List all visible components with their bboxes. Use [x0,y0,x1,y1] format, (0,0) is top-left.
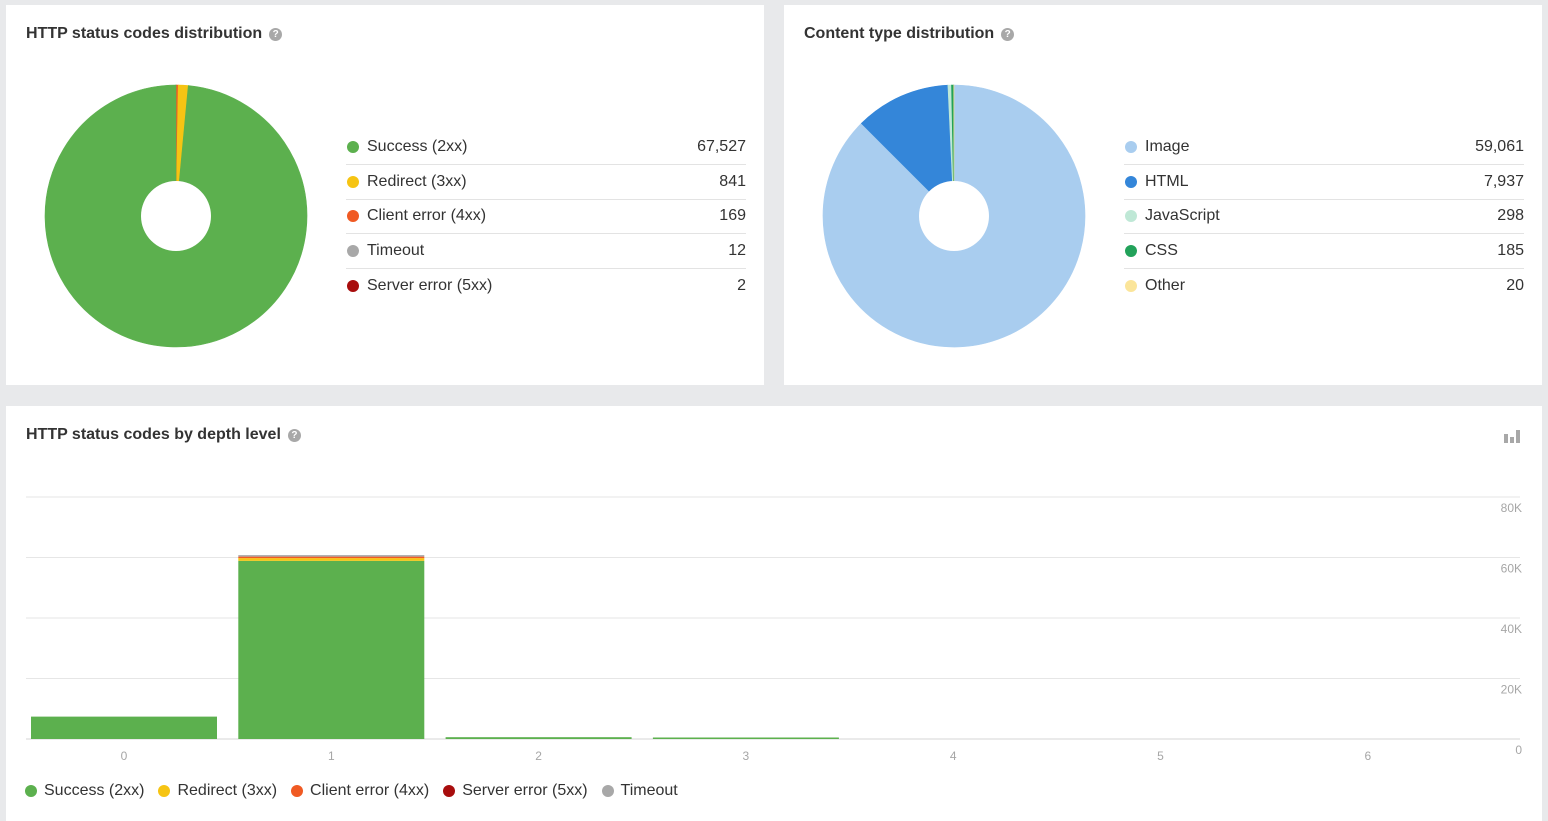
legend-label: Success (2xx) [367,137,468,155]
bar-success-2xx-depth-0[interactable] [31,716,217,739]
x-tick-label: 3 [743,749,750,763]
legend-label: Redirect (3xx) [177,782,278,799]
legend-item-redirect-3xx[interactable]: Redirect (3xx) [158,782,277,800]
content-type-distribution-card: Content type distribution ? Image 59,061 H… [784,5,1542,385]
card-title-text: HTTP status codes distribution [26,25,263,42]
legend-dot-icon [443,785,456,797]
legend-label: Timeout [367,242,425,260]
legend-label: JavaScript [1145,207,1220,225]
legend-dot-icon [347,140,359,153]
legend-dot-icon [601,785,614,797]
legend-label: Image [1145,137,1190,155]
help-icon[interactable]: ? [1001,27,1015,41]
legend-label: Timeout [620,782,678,799]
legend-label: Redirect (3xx) [367,172,467,190]
legend-row-javascript[interactable]: JavaScript 298 [1124,200,1524,235]
legend-label: Client error (4xx) [310,782,430,799]
legend-label: CSS [1145,242,1178,260]
legend-dot-icon [1125,175,1137,188]
legend-value: 841 [719,172,746,190]
content-type-pie-chart[interactable] [822,84,1086,348]
legend-row-other[interactable]: Other 20 [1124,269,1524,304]
legend-label: HTML [1145,172,1189,190]
legend-dot-icon [347,175,359,188]
legend-row-image[interactable]: Image 59,061 [1124,130,1524,165]
legend-value: 185 [1497,242,1524,260]
legend-label: Other [1145,277,1186,295]
legend-dot-icon [347,280,359,293]
legend-dot-icon [1125,140,1137,153]
pie-slice-image[interactable] [822,84,1086,348]
legend-dot-icon [1125,280,1137,293]
bar-timeout-depth-1[interactable] [238,555,425,557]
x-tick-label: 4 [950,749,957,763]
legend-row-server-error-5xx[interactable]: Server error (5xx) 2 [346,269,746,304]
legend-item-server-error-5xx[interactable]: Server error (5xx) [443,782,588,800]
legend-item-success-2xx[interactable]: Success (2xx) [25,782,144,800]
content-type-legend: Image 59,061 HTML 7,937 JavaScript 298 CSS 185 O… [1124,130,1524,304]
legend-value: 298 [1497,207,1524,225]
legend-row-success-2xx[interactable]: Success (2xx) 67,527 [346,130,746,165]
x-tick-label: 2 [535,749,542,763]
legend-value: 59,061 [1475,137,1524,155]
legend-row-client-error-4xx[interactable]: Client error (4xx) 169 [346,200,746,235]
content-type-distribution-title: Content type distribution ? [804,25,1015,43]
legend-row-timeout[interactable]: Timeout 12 [346,234,746,269]
bar-redirect-3xx-depth-1[interactable] [238,558,425,561]
legend-dot-icon [1125,210,1137,223]
legend-label: Client error (4xx) [367,207,487,225]
card-title-text: HTTP status codes by depth level [26,426,281,443]
legend-row-css[interactable]: CSS 185 [1124,234,1524,269]
status-by-depth-title: HTTP status codes by depth level ? [26,426,301,444]
legend-label: Server error (5xx) [367,277,493,295]
bar-success-2xx-depth-3[interactable] [652,737,839,740]
legend-dot-icon [25,785,37,797]
http-status-pie-chart[interactable] [44,84,308,348]
legend-row-html[interactable]: HTML 7,937 [1124,165,1524,200]
legend-value: 20 [1506,277,1524,295]
bar-success-2xx-depth-2[interactable] [445,737,632,739]
status-by-depth-card: 0 20K 40K 60K 80K 0 1 2 3 4 5 6 HTTP status codes b… [6,406,1542,821]
http-status-legend: Success (2xx) 67,527 Redirect (3xx) 841 Clie… [346,130,746,304]
help-icon[interactable]: ? [269,27,283,41]
legend-label: Success (2xx) [44,782,145,799]
legend-dot-icon [347,210,359,223]
status-by-depth-bar-chart[interactable]: 0 20K 40K 60K 80K 0 1 2 3 4 5 6 [6,406,1542,821]
x-tick-label: 0 [121,749,128,763]
bar-success-2xx-depth-1[interactable] [238,560,425,739]
y-tick-label: 0 [1515,743,1522,757]
y-tick-label: 40K [1501,622,1522,636]
pie-slice-html[interactable] [860,84,955,217]
legend-dot-icon [291,785,304,797]
x-tick-label: 5 [1157,749,1164,763]
legend-value: 169 [719,207,746,225]
y-tick-label: 80K [1501,501,1522,515]
legend-value: 7,937 [1483,172,1524,190]
donut-hole [141,181,211,251]
x-tick-label: 1 [328,749,335,763]
legend-item-timeout[interactable]: Timeout [601,782,678,800]
y-tick-label: 20K [1501,683,1522,697]
legend-dot-icon [1125,245,1137,258]
donut-hole [919,181,989,251]
legend-label: Server error (5xx) [462,782,588,799]
card-title-text: Content type distribution [804,25,995,42]
http-status-distribution-card: HTTP status codes distribution ? Success… [6,5,764,385]
bar-chart-icon[interactable] [1503,429,1521,443]
status-by-depth-legend: Success (2xx) Redirect (3xx) Client error … [25,782,692,800]
legend-row-redirect-3xx[interactable]: Redirect (3xx) 841 [346,165,746,200]
bar-client-error-4xx-depth-1[interactable] [238,556,425,559]
legend-value: 67,527 [697,137,746,155]
legend-dot-icon [347,245,359,258]
http-status-distribution-title: HTTP status codes distribution ? [26,25,283,43]
legend-dot-icon [158,785,171,797]
legend-item-client-error-4xx[interactable]: Client error (4xx) [291,782,429,800]
legend-value: 12 [728,242,746,260]
help-icon[interactable]: ? [287,428,301,442]
legend-value: 2 [737,277,746,295]
y-tick-label: 60K [1501,562,1522,576]
x-tick-label: 6 [1364,749,1371,763]
